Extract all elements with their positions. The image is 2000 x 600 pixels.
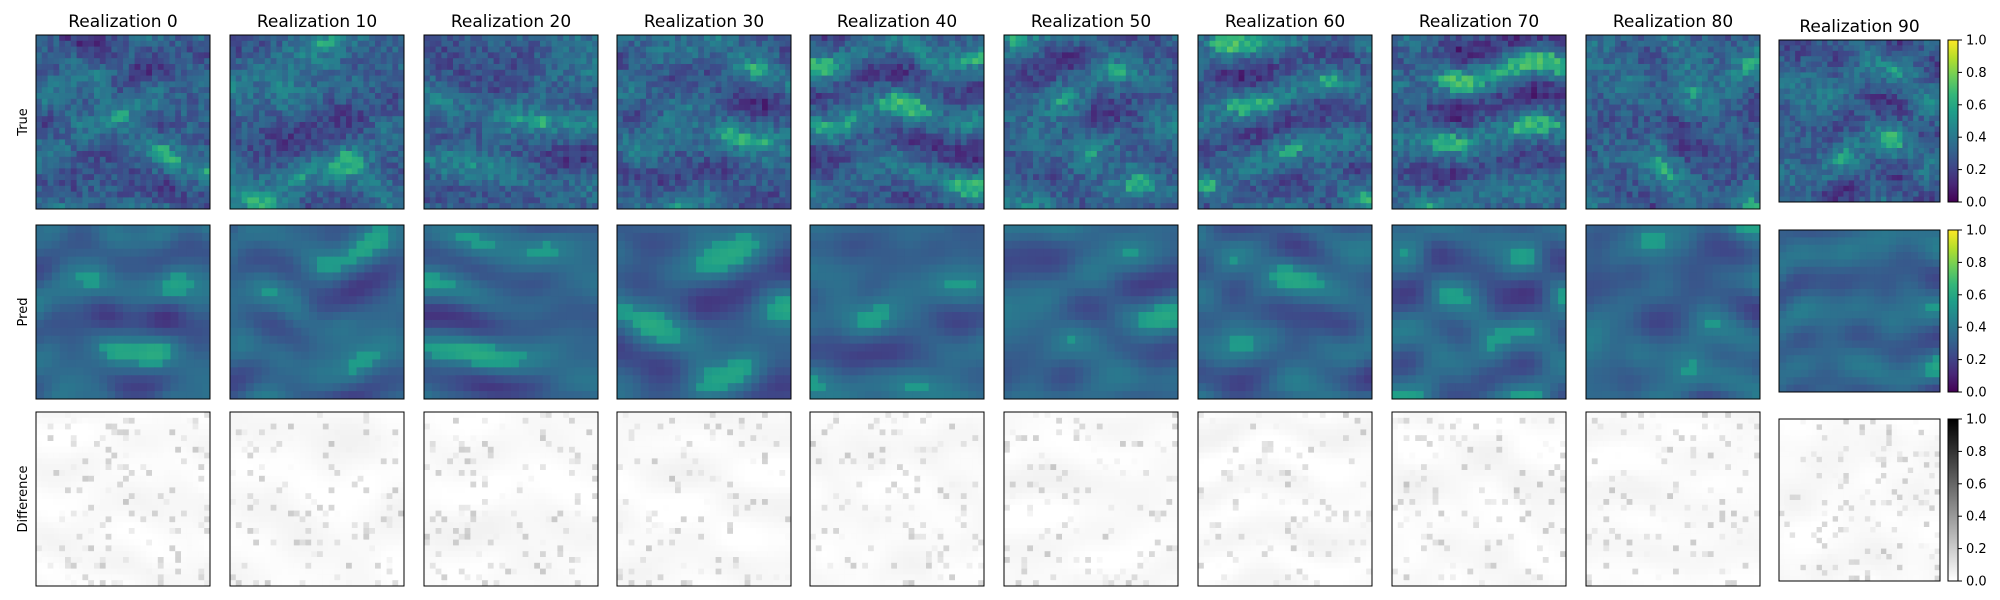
column-title: Realization 20 bbox=[451, 12, 571, 32]
heatmap-pred-50 bbox=[1003, 224, 1179, 400]
column-title: Realization 50 bbox=[1031, 12, 1151, 32]
column-title: Realization 0 bbox=[68, 12, 178, 32]
heatmap-true-60 bbox=[1197, 34, 1373, 210]
heatmap-true-20 bbox=[423, 34, 599, 210]
colorbar-tick-label: 0.2 bbox=[1966, 542, 1987, 557]
colorbar-tick-label: 0.6 bbox=[1966, 288, 1987, 303]
column-title: Realization 60 bbox=[1225, 12, 1345, 32]
heatmap-difference-40 bbox=[809, 411, 985, 587]
heatmap-difference-70 bbox=[1391, 411, 1567, 587]
row-label: Pred bbox=[16, 298, 31, 327]
heatmap-difference-20 bbox=[423, 411, 599, 587]
colorbar-tick-label: 0.4 bbox=[1966, 131, 1987, 146]
heatmap-difference-30 bbox=[616, 411, 792, 587]
column-title: Realization 70 bbox=[1419, 12, 1539, 32]
heatmap-difference-50 bbox=[1003, 411, 1179, 587]
heatmap-panels bbox=[35, 34, 1941, 587]
heatmap-pred-0 bbox=[35, 224, 211, 400]
column-titles: Realization 0 Realization 10 Realization 2… bbox=[68, 12, 1919, 37]
colorbar-tick-label: 0.0 bbox=[1966, 196, 1987, 211]
colorbar-pred: 0.0 0.2 0.4 0.6 0.8 1.0 bbox=[1947, 224, 1987, 401]
heatmap-true-70 bbox=[1391, 34, 1567, 210]
colorbars: 0.00.20.40.60.81.00.00.20.40.60.81.00.00… bbox=[1947, 34, 1987, 590]
colorbar-tick-label: 0.0 bbox=[1966, 386, 1987, 401]
heatmap-difference-80 bbox=[1585, 411, 1761, 587]
heatmap-true-30 bbox=[616, 34, 792, 210]
heatmap-pred-20 bbox=[423, 224, 599, 400]
colorbar-tick-label: 0.8 bbox=[1966, 256, 1987, 271]
heatmap-true-80 bbox=[1585, 34, 1761, 210]
heatmap-difference-60 bbox=[1197, 411, 1373, 587]
row-label: Difference bbox=[16, 465, 31, 532]
heatmap-pred-40 bbox=[809, 224, 985, 400]
colorbar-tick-label: 1.0 bbox=[1966, 224, 1987, 239]
heatmap-true-10 bbox=[229, 34, 405, 210]
colorbar-tick-label: 0.4 bbox=[1966, 510, 1987, 525]
row-labels: True Pred Difference bbox=[16, 108, 31, 532]
colorbar-tick-label: 0.4 bbox=[1966, 321, 1987, 336]
heatmap-true-50 bbox=[1003, 34, 1179, 210]
column-title: Realization 90 bbox=[1799, 17, 1919, 37]
colorbar-tick-label: 0.8 bbox=[1966, 66, 1987, 81]
heatmap-pred-10 bbox=[229, 224, 405, 400]
heatmap-true-90 bbox=[1778, 39, 1941, 203]
heatmap-true-0 bbox=[35, 34, 211, 210]
column-title: Realization 10 bbox=[257, 12, 377, 32]
heatmap-pred-70 bbox=[1391, 224, 1567, 400]
heatmap-pred-80 bbox=[1585, 224, 1761, 400]
colorbar-tick-label: 0.8 bbox=[1966, 445, 1987, 460]
column-title: Realization 30 bbox=[644, 12, 764, 32]
heatmap-true-40 bbox=[809, 34, 985, 210]
heatmap-difference-0 bbox=[35, 411, 211, 587]
colorbar-tick-label: 0.2 bbox=[1966, 163, 1987, 178]
colorbar-tick-label: 0.2 bbox=[1966, 353, 1987, 368]
heatmap-pred-30 bbox=[616, 224, 792, 400]
heatmap-difference-10 bbox=[229, 411, 405, 587]
colorbar-tick-label: 1.0 bbox=[1966, 413, 1987, 428]
colorbar-difference: 0.0 0.2 0.4 0.6 0.8 1.0 bbox=[1947, 413, 1987, 590]
heatmap-difference-90 bbox=[1778, 418, 1941, 582]
heatmap-pred-60 bbox=[1197, 224, 1373, 400]
column-title: Realization 80 bbox=[1613, 12, 1733, 32]
column-title: Realization 40 bbox=[837, 12, 957, 32]
colorbar-true: 0.0 0.2 0.4 0.6 0.8 1.0 bbox=[1947, 34, 1987, 211]
row-label: True bbox=[16, 108, 31, 137]
colorbar-tick-label: 0.6 bbox=[1966, 98, 1987, 113]
colorbar-tick-label: 0.0 bbox=[1966, 575, 1987, 590]
heatmap-pred-90 bbox=[1778, 229, 1941, 393]
colorbar-tick-label: 0.6 bbox=[1966, 477, 1987, 492]
colorbar-tick-label: 1.0 bbox=[1966, 34, 1987, 49]
